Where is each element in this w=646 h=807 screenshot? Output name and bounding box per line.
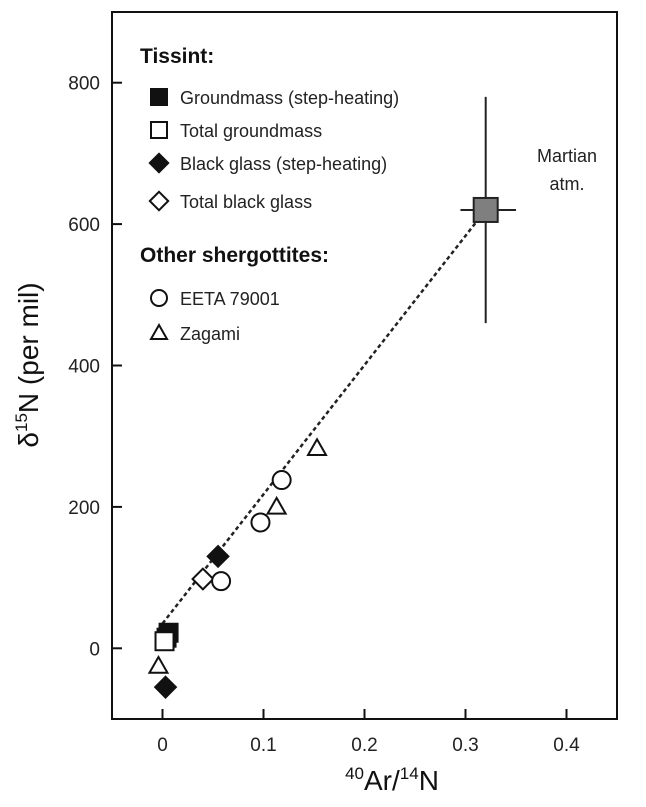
- x-axis-title-sup2: 14: [400, 764, 419, 783]
- data-point-triangle: [306, 437, 328, 456]
- legend-marker-square: [150, 121, 168, 139]
- data-point-circle: [250, 512, 271, 533]
- x-axis-title-sup1: 40: [345, 764, 364, 783]
- x-axis: 0 0.1 0.2 0.3 0.4: [157, 709, 580, 756]
- data-point-diamond: [153, 675, 178, 699]
- x-axis-title-base1: Ar/: [364, 765, 400, 796]
- y-axis-title-post: N (per mil): [13, 282, 44, 413]
- y-tick-label: 600: [68, 215, 100, 236]
- y-axis-title-pre: δ: [13, 432, 44, 448]
- data-point-square: [154, 631, 175, 652]
- data-point-triangle: [147, 654, 170, 674]
- plot-frame: [111, 11, 618, 720]
- legend-entry-label: Black glass (step-heating): [180, 154, 387, 174]
- x-tick-label: 0.1: [250, 735, 276, 756]
- data-point-triangle: [265, 495, 288, 515]
- martian-atm-label-line2: atm.: [549, 174, 584, 194]
- y-tick-label: 200: [68, 498, 100, 519]
- data-points: [147, 437, 328, 699]
- legend-entry-label: Zagami: [180, 324, 240, 344]
- x-axis-title: 40Ar/14N: [345, 764, 439, 796]
- trend-line-group: [161, 209, 487, 625]
- data-point-diamond: [191, 567, 215, 591]
- y-axis-title-sup: 15: [12, 413, 31, 432]
- legend-entry-label: Total black glass: [180, 192, 312, 212]
- legend-marker-diamond: [148, 152, 170, 174]
- x-tick-label: 0: [157, 735, 168, 756]
- x-tick-label: 0.2: [351, 735, 377, 756]
- martian-atm-label-line1: Martian: [537, 146, 597, 166]
- legend-marker-diamond: [148, 190, 170, 212]
- trend-line: [161, 209, 487, 625]
- legend-entry-label: Total groundmass: [180, 121, 322, 141]
- data-point-diamond: [206, 544, 230, 569]
- legend-group-title-other: Other shergottites:: [140, 244, 329, 267]
- x-tick-label: 0.3: [452, 735, 478, 756]
- legend-entry-label: Groundmass (step-heating): [180, 88, 399, 108]
- legend-marker-square: [150, 88, 168, 106]
- martian-atm-marker: [472, 196, 499, 223]
- legend-group-title-tissint: Tissint:: [140, 45, 214, 68]
- data-point-circle: [271, 470, 292, 491]
- legend-marker-circle: [150, 289, 168, 307]
- legend-marker-triangle: [149, 322, 169, 340]
- y-tick-label: 400: [68, 357, 100, 378]
- data-point-circle: [211, 571, 232, 592]
- y-tick-label: 0: [89, 639, 100, 660]
- legend: Tissint: Other shergottites: Groundmass (s…: [140, 45, 399, 344]
- legend-entry-label: EETA 79001: [180, 289, 280, 309]
- x-tick-label: 0.4: [553, 735, 580, 756]
- y-axis-title: δ15N (per mil): [12, 282, 44, 447]
- y-tick-label: 800: [68, 74, 100, 95]
- x-axis-title-base2: N: [419, 765, 439, 796]
- y-axis: 0 200 400 600 800: [68, 74, 122, 660]
- martian-atm-group: [460, 96, 516, 324]
